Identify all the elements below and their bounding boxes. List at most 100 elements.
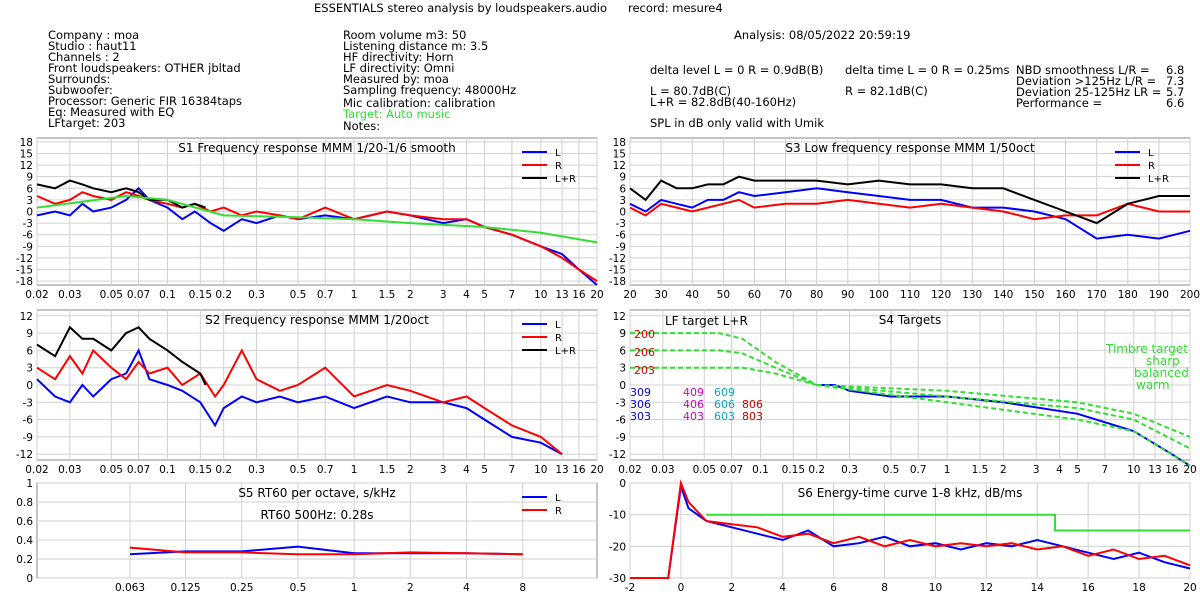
x-tick-label: 20: [623, 289, 636, 301]
x-tick-label: 2: [407, 464, 414, 476]
lf-curve-label: 406: [683, 398, 704, 411]
y-tick-label: -30: [609, 573, 626, 585]
series-line-balanced: [816, 384, 1191, 450]
y-tick-label: 3: [26, 195, 33, 207]
info-front: Front loudspeakers: OTHER jbltad: [48, 61, 241, 75]
y-tick-label: 0: [619, 207, 626, 219]
x-tick-label: 180: [1118, 289, 1138, 301]
series-line-r: [36, 348, 563, 455]
x-tick-label: 4: [463, 464, 470, 476]
info-processor: Processor: Generic FIR 16384taps: [48, 94, 243, 108]
lf-curve-label: 806: [742, 398, 763, 411]
x-tick-label: 150: [1024, 289, 1044, 301]
x-tick-label: 6: [830, 582, 837, 594]
x-tick-label: 0.05: [693, 464, 716, 476]
y-tick-label: -9: [23, 432, 33, 444]
x-tick-label: 4: [463, 289, 470, 301]
y-tick-label: -6: [616, 415, 627, 427]
x-tick-label: 2: [407, 289, 414, 301]
x-tick-label: 3: [1033, 464, 1040, 476]
y-tick-label: -9: [616, 432, 626, 444]
x-tick-label: 190: [1149, 289, 1169, 301]
y-tick-label: 0: [619, 478, 626, 490]
y-tick-label: -18: [16, 276, 33, 288]
info-measured-by: Measured by: moa: [343, 72, 449, 86]
series-line-r: [129, 546, 523, 556]
x-tick-label: 80: [810, 289, 823, 301]
x-tick-label: 0.15: [189, 289, 212, 301]
lf-curve-label: 609: [714, 386, 735, 399]
info-sampling: Sampling frequency: 48000Hz: [343, 83, 517, 97]
x-tick-label: 8: [881, 582, 888, 594]
lf-curve-label: 200: [634, 328, 655, 341]
x-tick-label: 0.5: [883, 464, 900, 476]
info-notes: Notes:: [343, 119, 381, 133]
y-tick-label: -10: [609, 510, 626, 522]
x-tick-label: 140: [993, 289, 1013, 301]
x-tick-label: 30: [654, 289, 667, 301]
x-tick-label: 0.7: [317, 289, 334, 301]
metric-value: 6.8: [1166, 63, 1185, 77]
x-tick-label: 0.7: [910, 464, 927, 476]
lf-curve-label: 403: [683, 410, 704, 423]
x-tick-label: 0.07: [720, 464, 743, 476]
lf-curve-label: 606: [714, 398, 735, 411]
info-mic-calibration: Mic calibration: calibration: [343, 96, 496, 110]
chart-title: S1 Frequency response MMM 1/20-1/6 smoot…: [178, 141, 455, 155]
x-tick-label: 3: [440, 464, 447, 476]
series-line-sharp: [816, 384, 1191, 438]
x-tick-label: 16: [572, 464, 586, 476]
x-tick-label: 0.02: [618, 464, 641, 476]
y-tick-label: 9: [26, 172, 33, 184]
spl-note: SPL in dB only valid with Umik: [650, 116, 824, 130]
chart-title: S2 Frequency response MMM 1/20oct: [205, 313, 429, 327]
y-tick-label: 6: [619, 183, 626, 195]
level-l: L = 80.7dB(C): [650, 84, 732, 98]
info-lf-directivity: LF directivity: Omni: [343, 61, 455, 75]
series-line-lr: [36, 179, 206, 209]
x-tick-label: 1: [944, 464, 951, 476]
x-tick-label: 0.7: [317, 464, 334, 476]
y-tick-label: -6: [616, 230, 627, 242]
x-tick-label: 10: [1127, 464, 1140, 476]
legend-label: R: [555, 333, 562, 344]
x-tick-label: 0.3: [248, 289, 265, 301]
analysis-date: Analysis: 08/05/2022 20:59:19: [734, 28, 911, 42]
delta-time: delta time L = 0 R = 0.25ms: [845, 63, 1010, 77]
metric-label: Performance =: [1016, 96, 1103, 110]
x-tick-label: 0.03: [58, 464, 81, 476]
y-tick-label: 1: [26, 478, 33, 490]
y-tick-label: 12: [613, 160, 626, 172]
delta-level: delta level L = 0 R = 0.9dB(B): [650, 63, 824, 77]
metric-value: 5.7: [1166, 85, 1185, 99]
x-tick-label: 0.02: [25, 464, 48, 476]
x-tick-label: 0.07: [127, 464, 150, 476]
series-line-r: [630, 479, 1191, 579]
y-tick-label: -20: [609, 541, 626, 553]
series-line-l: [629, 187, 1191, 240]
y-tick-label: -12: [16, 449, 33, 461]
chart-s4: 0.02 0.03 0.05 0.07 0.1 0.15 0.2 0.3 0.5 0.7 1 1.5 2…: [609, 309, 1197, 476]
x-tick-label: 20: [1183, 582, 1196, 594]
x-tick-label: 0.5: [290, 464, 307, 476]
metric-label: Deviation 25-125Hz LR =: [1016, 85, 1162, 99]
legend-label: L: [555, 493, 561, 504]
y-tick-label: 15: [20, 148, 33, 160]
x-tick-label: 0.2: [808, 464, 825, 476]
x-tick-label: 7: [1102, 464, 1109, 476]
metric-label: NBD smoothness L/R =: [1016, 63, 1150, 77]
x-tick-label: 70: [779, 289, 792, 301]
y-tick-label: 0: [26, 380, 33, 392]
metric-label: Deviation >125Hz L/R =: [1016, 74, 1157, 88]
lf-curve-label: 206: [634, 346, 655, 359]
x-tick-label: 2: [728, 582, 735, 594]
x-tick-label: 0.07: [127, 289, 150, 301]
y-tick-label: 6: [26, 345, 33, 357]
x-tick-label: 0.15: [189, 464, 212, 476]
x-tick-label: 60: [748, 289, 761, 301]
timbre-sharp-label: sharp: [1146, 354, 1180, 368]
y-tick-label: -9: [23, 241, 33, 253]
x-tick-label: 1.5: [379, 464, 396, 476]
x-tick-label: 4: [779, 582, 786, 594]
